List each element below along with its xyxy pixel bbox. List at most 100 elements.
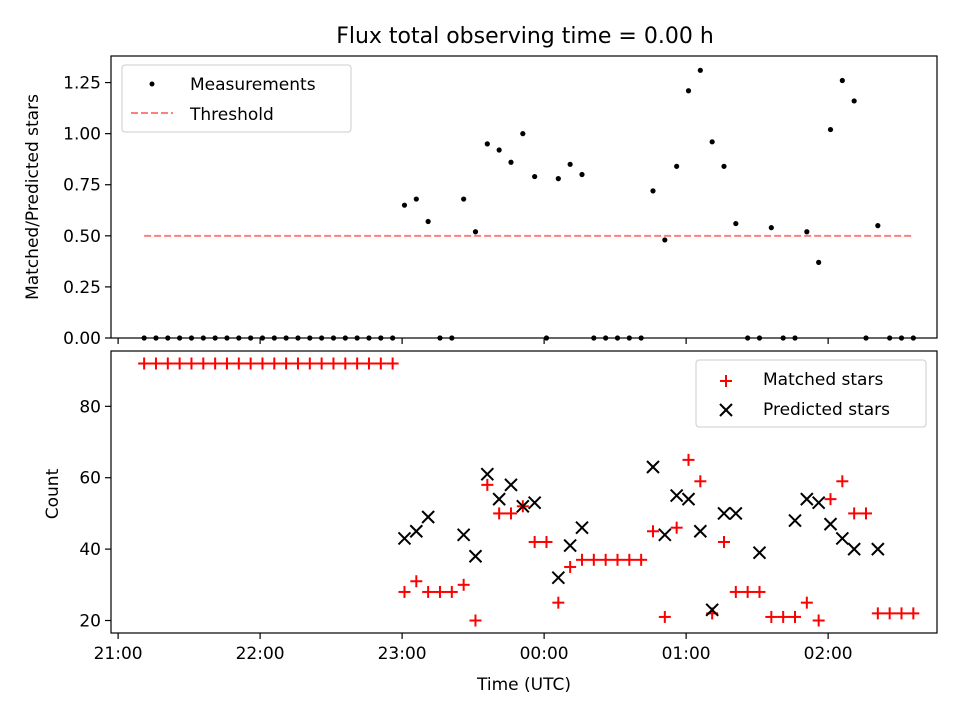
matched-star-point bbox=[173, 357, 186, 370]
matched-star-point bbox=[670, 521, 683, 534]
bottom-y-axis-label: Count bbox=[43, 468, 63, 519]
matched-star-point bbox=[327, 357, 340, 370]
y-tick-label: 20 bbox=[79, 612, 101, 632]
matched-star-point bbox=[623, 553, 636, 566]
matched-star-point bbox=[138, 357, 151, 370]
predicted-star-point bbox=[492, 492, 506, 506]
top-chart-title: Flux total observing time = 0.00 h bbox=[336, 24, 714, 49]
matched-star-point bbox=[339, 357, 352, 370]
measurement-point bbox=[662, 237, 668, 243]
matched-star-point bbox=[528, 535, 541, 548]
matched-star-point bbox=[209, 357, 222, 370]
y-tick-label: 1.25 bbox=[63, 74, 101, 94]
matched-star-point bbox=[410, 575, 423, 588]
measurement-point bbox=[508, 159, 514, 165]
matched-star-point bbox=[800, 596, 813, 609]
legend-marker-measurements bbox=[149, 81, 155, 87]
matched-star-point bbox=[765, 610, 778, 623]
matched-star-point bbox=[481, 478, 494, 491]
measurement-point bbox=[520, 131, 526, 137]
predicted-star-point bbox=[409, 524, 424, 538]
predicted-star-point bbox=[681, 492, 696, 506]
measurement-point bbox=[555, 176, 561, 182]
predicted-star-point bbox=[847, 542, 861, 556]
predicted-star-point bbox=[788, 513, 802, 528]
top-x-ticks bbox=[117, 338, 829, 344]
predicted-star-point bbox=[658, 528, 672, 542]
matched-star-point bbox=[374, 357, 387, 370]
top-axes-frame bbox=[110, 55, 938, 339]
measurement-point bbox=[721, 163, 727, 169]
measurement-point bbox=[472, 229, 479, 235]
predicted-star-point bbox=[527, 496, 542, 510]
predicted-star-point bbox=[717, 506, 731, 521]
matched-star-point bbox=[836, 475, 849, 488]
matched-star-point bbox=[635, 553, 648, 566]
measurement-point bbox=[827, 126, 834, 133]
matched-star-point bbox=[256, 357, 269, 370]
predicted-star-point bbox=[705, 603, 719, 617]
matched-star-point bbox=[244, 357, 257, 370]
measurement-point bbox=[484, 141, 490, 147]
bottom-legend-box bbox=[695, 359, 927, 428]
legend-label-measurements: Measurements bbox=[190, 75, 316, 95]
matched-star-point bbox=[351, 357, 364, 370]
top-panel: Flux total observing time = 0.00 h 0.000… bbox=[23, 24, 938, 349]
y-tick-label: 60 bbox=[79, 469, 101, 489]
matched-star-point bbox=[268, 357, 281, 370]
x-tick-label: 01:00 bbox=[662, 644, 711, 664]
matched-star-point bbox=[445, 585, 458, 598]
x-tick-label: 23:00 bbox=[378, 644, 427, 664]
predicted-star-point bbox=[669, 488, 684, 503]
matched-star-point bbox=[422, 585, 435, 598]
top-y-axis-label: Matched/Predicted stars bbox=[23, 94, 43, 300]
x-tick-label: 22:00 bbox=[236, 644, 285, 664]
bottom-x-ticks: 21:00 22:00 23:00 00:00 01:00 02:00 bbox=[94, 633, 853, 664]
matched-star-point bbox=[493, 507, 506, 520]
matched-star-point bbox=[658, 610, 671, 623]
top-y-ticks: 0.00 0.25 0.50 0.75 1.00 1.25 bbox=[63, 74, 111, 349]
matched-star-point bbox=[848, 507, 861, 520]
matched-star-point bbox=[753, 585, 766, 598]
matched-star-point bbox=[552, 596, 565, 609]
matched-star-point bbox=[777, 610, 790, 623]
predicted-star-point bbox=[693, 524, 708, 538]
matched-star-point bbox=[232, 357, 245, 370]
matched-star-point bbox=[197, 357, 210, 370]
y-tick-label: 1.00 bbox=[63, 125, 101, 145]
matched-star-point bbox=[303, 357, 316, 370]
predicted-star-point bbox=[835, 531, 850, 546]
matched-star-point bbox=[729, 585, 742, 598]
measurement-point bbox=[768, 225, 774, 231]
x-tick-label: 21:00 bbox=[94, 644, 143, 664]
legend-label-matched-stars: Matched stars bbox=[763, 370, 883, 390]
measurement-point bbox=[804, 229, 810, 235]
legend-label-threshold: Threshold bbox=[189, 105, 274, 125]
bottom-plot-area bbox=[138, 357, 920, 627]
matched-star-point bbox=[457, 578, 470, 591]
measurement-point bbox=[425, 218, 431, 225]
measurement-point bbox=[532, 173, 538, 180]
measurement-point bbox=[685, 88, 692, 94]
matched-star-point bbox=[907, 607, 920, 620]
matched-star-point bbox=[741, 585, 754, 598]
measurement-point bbox=[579, 171, 585, 178]
matched-star-point bbox=[717, 535, 730, 548]
y-tick-label: 40 bbox=[79, 540, 101, 560]
matched-star-point bbox=[587, 553, 600, 566]
measurement-point bbox=[709, 139, 715, 145]
matched-star-point bbox=[540, 535, 553, 548]
predicted-star-point bbox=[504, 478, 518, 492]
x-tick-label: 00:00 bbox=[520, 644, 569, 664]
matched-star-point bbox=[315, 357, 328, 370]
matched-star-point bbox=[599, 553, 612, 566]
predicted-star-point bbox=[421, 510, 435, 524]
x-tick-label: 02:00 bbox=[804, 644, 853, 664]
predicted-star-point bbox=[551, 570, 566, 585]
measurement-point bbox=[733, 220, 739, 227]
legend-marker-matched-stars bbox=[720, 375, 732, 387]
predicted-star-point bbox=[800, 492, 814, 506]
matched-star-point bbox=[812, 614, 825, 627]
matched-star-point bbox=[161, 357, 174, 370]
